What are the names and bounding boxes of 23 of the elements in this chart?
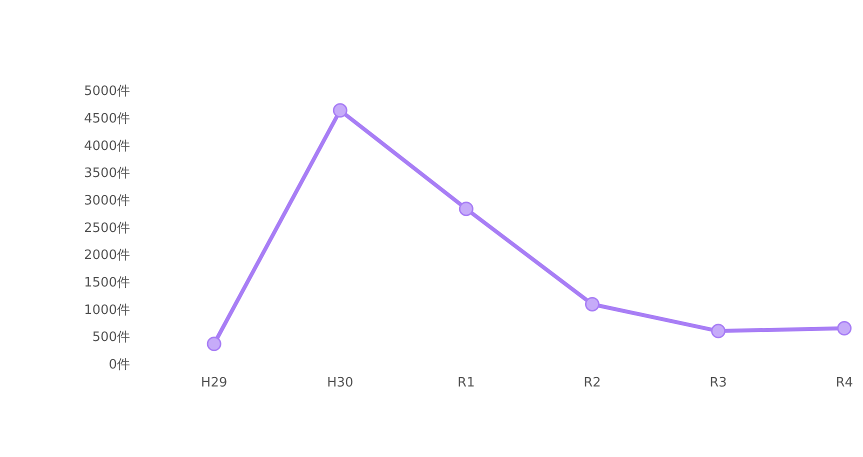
- point: [584, 296, 600, 312]
- y-tick-label: 500件: [92, 330, 130, 346]
- y-tick-label: 0件: [108, 358, 130, 373]
- point: [837, 321, 852, 336]
- x-tick-label: H29: [200, 375, 228, 390]
- y-tick-label: 2000件: [84, 248, 130, 264]
- y-tick-label: 3000件: [84, 194, 130, 209]
- y-tick-label: 4000件: [84, 138, 130, 154]
- y-tick-label: 4500件: [84, 112, 130, 127]
- y-tick-label: 1500件: [84, 276, 130, 291]
- x-tick-label: R4: [836, 375, 854, 390]
- point: [458, 202, 474, 216]
- point: [206, 336, 222, 352]
- point: [332, 103, 348, 118]
- y-tick-label: 1000件: [84, 302, 130, 318]
- x-tick-label: H30: [326, 375, 354, 390]
- x-tick-label: R1: [458, 375, 475, 390]
- y-tick-label: 5000件: [84, 84, 130, 100]
- y-tick-label: 3500件: [84, 166, 130, 182]
- y-tick-label: 2500件: [84, 220, 130, 236]
- x-tick-label: R2: [584, 375, 601, 390]
- point: [711, 324, 726, 338]
- x-tick-label: R3: [710, 375, 727, 390]
